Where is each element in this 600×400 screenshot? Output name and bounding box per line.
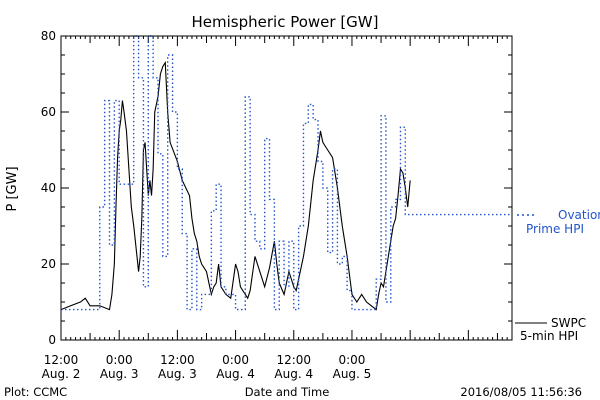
- legend-ovation-label-2: Prime HPI: [526, 222, 584, 236]
- x-tick-label-date: Aug. 4: [274, 367, 313, 381]
- legend-ovation-label-1: Ovation: [558, 208, 600, 222]
- legend-swpc-label-2: 5-min HPI: [520, 329, 578, 343]
- plot-timestamp: 2016/08/05 11:56:36: [460, 385, 582, 399]
- y-tick-label: 80: [41, 29, 56, 43]
- x-tick-label-time: 0:00: [106, 353, 133, 367]
- x-tick-label-time: 12:00: [276, 353, 311, 367]
- series-swpc-line: [60, 60, 411, 311]
- y-axis-label: P [GW]: [5, 166, 20, 211]
- y-tick-label: 0: [48, 333, 56, 347]
- x-tick-label-time: 0:00: [338, 353, 365, 367]
- y-tick-label: 60: [41, 105, 56, 119]
- x-tick-label-time: 12:00: [44, 353, 79, 367]
- series-lines: [60, 35, 512, 311]
- x-tick-label-time: 12:00: [160, 353, 195, 367]
- axis-ticks: [60, 35, 513, 341]
- x-tick-label-date: Aug. 2: [42, 367, 81, 381]
- x-tick-label-time: 0:00: [222, 353, 249, 367]
- y-tick-label: 20: [41, 257, 56, 271]
- plot-credit: Plot: CCMC: [4, 385, 67, 399]
- chart-title: Hemispheric Power [GW]: [192, 13, 379, 31]
- series-ovation-prime-line: [61, 35, 512, 311]
- x-axis-label: Date and Time: [245, 385, 330, 399]
- x-tick-label-date: Aug. 3: [100, 367, 139, 381]
- plot-frame: [60, 35, 513, 341]
- x-tick-label-date: Aug. 4: [216, 367, 255, 381]
- x-tick-label-date: Aug. 3: [158, 367, 197, 381]
- legend: Ovation Prime HPI SWPC 5-min HPI: [515, 208, 600, 343]
- y-tick-label: 40: [41, 181, 56, 195]
- y-tick-labels: 0 20 40 60 80: [41, 29, 56, 347]
- legend-swpc-label-1: SWPC: [551, 316, 586, 330]
- x-tick-label-date: Aug. 5: [333, 367, 372, 381]
